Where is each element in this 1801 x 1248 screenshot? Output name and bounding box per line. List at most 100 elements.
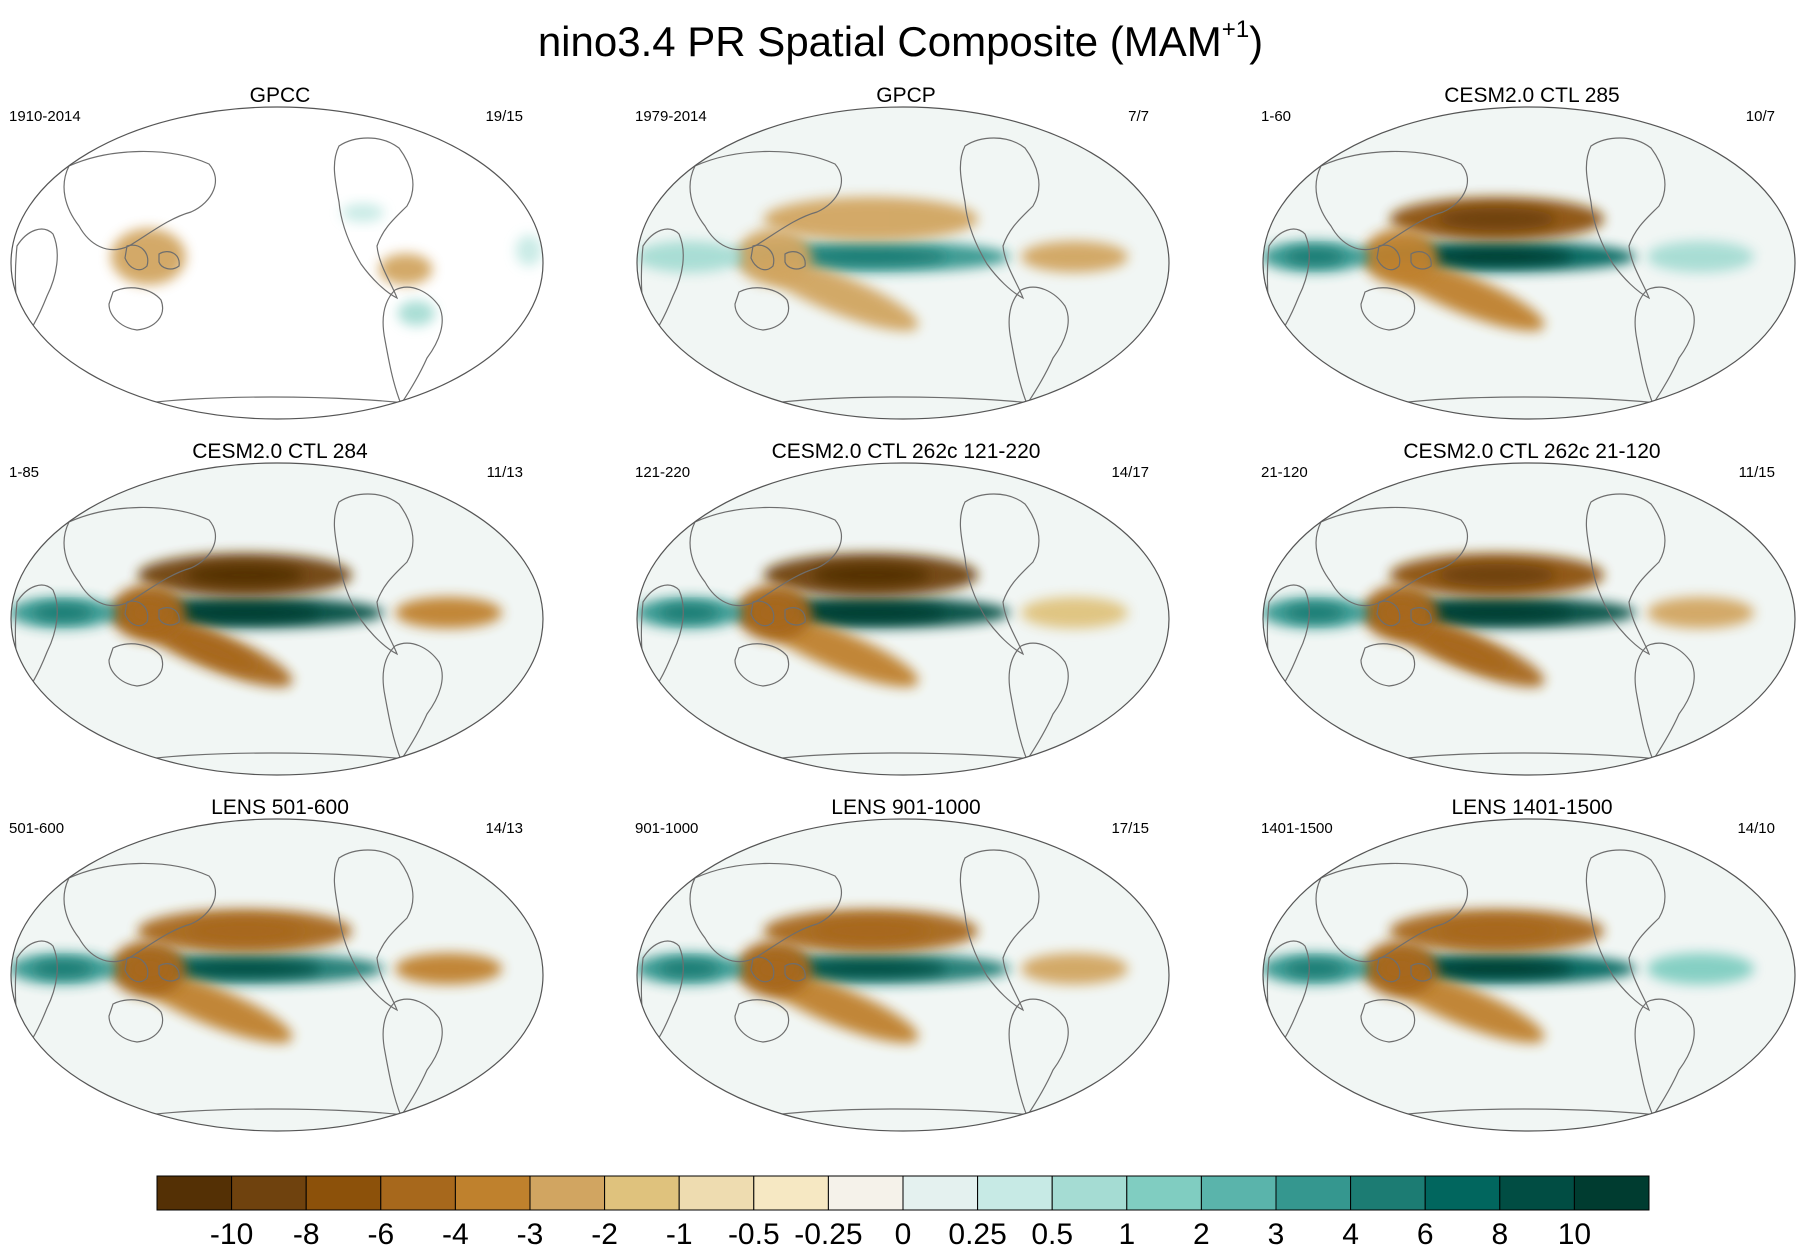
colorbar-tick-label: 2 <box>1193 1218 1210 1248</box>
anomaly-core-maritime-continent <box>1379 598 1421 627</box>
coastline <box>1410 607 1432 626</box>
colorbar: -10 -8 -6 -4 -3 -2 -1 -0.5 -0.25 0 0.25 0.5 1 2 3 4 6 8 10 <box>156 1175 1650 1248</box>
coastline <box>158 251 180 270</box>
coastline <box>1376 956 1401 983</box>
map-plot <box>10 106 544 420</box>
colorbar-swatch <box>902 1175 979 1211</box>
anomaly-core-spcz <box>168 630 257 671</box>
coastline <box>382 998 443 1118</box>
coastline <box>1315 862 1469 963</box>
map-border <box>10 818 544 1132</box>
map-panel: LENS 1401-1500 1401-1500 14/10 <box>1252 792 1801 1137</box>
coastline <box>124 956 149 983</box>
anomaly-core-central-pacific-equator <box>1420 960 1574 977</box>
anomaly-tropical-atlantic <box>1020 597 1129 629</box>
chart-title: nino3.4 PR Spatial Composite (MAM+1) <box>537 16 1264 65</box>
panel-years-label: 501-600 <box>9 820 65 837</box>
map-border <box>636 818 1170 1132</box>
anomaly-core-central-pacific-equator <box>794 960 948 977</box>
coastline <box>124 600 149 627</box>
colorbar-tick-label: 0 <box>895 1218 912 1248</box>
coastline <box>734 643 790 687</box>
coastline <box>63 506 217 607</box>
colorbar-swatch <box>156 1175 233 1211</box>
anomaly-tropical-atlantic <box>1020 953 1129 985</box>
anomaly-maritime-continent <box>1362 228 1438 285</box>
colorbar-swatch <box>529 1175 606 1211</box>
coastline <box>63 862 217 963</box>
anomaly-core-indian-ocean <box>659 960 719 977</box>
anomaly-core-maritime-continent <box>753 954 795 983</box>
coastline <box>1585 493 1666 656</box>
coastline <box>1008 286 1069 406</box>
anomaly-core-north-subtropical-pacific <box>811 564 930 587</box>
anomaly-maritime-continent <box>110 228 186 285</box>
coastline <box>1585 137 1666 300</box>
colorbar-tick-label: -0.5 <box>728 1218 780 1248</box>
coastline <box>1634 998 1695 1118</box>
panel-years-label: 1910-2014 <box>9 108 81 125</box>
panel-event-count: 19/15 <box>485 108 523 125</box>
coastline <box>1376 244 1401 271</box>
anomaly-southern-north-america <box>341 203 385 223</box>
anomaly-east-africa <box>515 234 543 267</box>
coastline <box>1410 251 1432 270</box>
anomaly-southeast-south-america <box>397 300 436 326</box>
anomaly-tropical-atlantic <box>1646 597 1755 629</box>
colorbar-tick-label: 0.25 <box>948 1218 1006 1248</box>
anomaly-northern-south-america <box>378 253 433 285</box>
coastline <box>1008 998 1069 1118</box>
panel-years-label: 901-1000 <box>635 820 699 837</box>
map-border <box>1262 462 1796 776</box>
colorbar-swatch <box>1573 1175 1650 1211</box>
coastline <box>734 287 790 331</box>
panel-title: CESM2.0 CTL 262c 121-220 <box>771 440 1041 463</box>
colorbar-swatch <box>977 1175 1053 1211</box>
coastline <box>1315 150 1469 251</box>
coastline <box>1585 849 1666 1012</box>
coastline <box>1008 642 1069 762</box>
coastline <box>382 286 443 406</box>
colorbar-tick-label: 0.5 <box>1031 1218 1073 1248</box>
anomaly-tropical-atlantic <box>1646 241 1755 273</box>
anomaly-core-central-pacific-equator <box>1420 248 1574 265</box>
coastline <box>333 849 414 1012</box>
coastline <box>959 137 1040 300</box>
map-plot <box>636 106 1170 420</box>
map-border <box>10 462 544 776</box>
colorbar-tick-label: 10 <box>1558 1218 1591 1248</box>
colorbar-swatch <box>753 1175 829 1211</box>
coastline <box>1315 506 1469 607</box>
panel-years-label: 1-85 <box>9 464 40 481</box>
colorbar-tick-label: 1 <box>1118 1218 1135 1248</box>
panel-years-label: 21-120 <box>1261 464 1308 481</box>
map-border <box>636 106 1170 420</box>
panel-years-label: 1979-2014 <box>635 108 707 125</box>
coastline <box>1360 643 1416 687</box>
colorbar-tick-label: 6 <box>1417 1218 1434 1248</box>
map-border <box>1262 818 1796 1132</box>
map-plot <box>10 462 544 776</box>
colorbar-tick-label: -2 <box>591 1218 618 1248</box>
colorbar-tick-label: -8 <box>293 1218 320 1248</box>
map-panel: CESM2.0 CTL 284 1-85 11/13 <box>0 436 560 781</box>
anomaly-core-spcz <box>1420 630 1509 671</box>
panel-years-label: 1401-1500 <box>1261 820 1333 837</box>
coastline <box>108 643 164 687</box>
coastline <box>333 493 414 656</box>
colorbar-tick-label: -3 <box>517 1218 544 1248</box>
anomaly-core-maritime-continent <box>1379 954 1421 983</box>
colorbar-swatch <box>1350 1175 1426 1211</box>
colorbar-swatch <box>1126 1175 1202 1211</box>
coastline <box>750 244 775 271</box>
map-plot <box>1262 106 1796 420</box>
coastline <box>689 862 843 963</box>
colorbar-tick-label: -10 <box>210 1218 253 1248</box>
coastline <box>1376 600 1401 627</box>
colorbar-tick-label: -0.25 <box>794 1218 862 1248</box>
colorbar-swatch <box>678 1175 755 1211</box>
anomaly-core-indian-ocean <box>1285 604 1345 621</box>
panel-title: CESM2.0 CTL 262c 21-120 <box>1403 440 1661 463</box>
anomaly-core-north-subtropical-pacific <box>185 564 304 587</box>
colorbar-swatch <box>1275 1175 1352 1211</box>
